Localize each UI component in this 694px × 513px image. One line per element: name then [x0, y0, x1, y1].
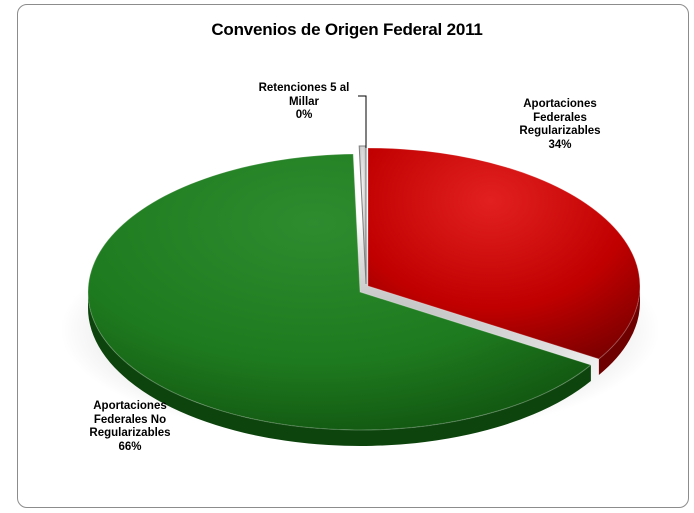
- slice-label-line: Retenciones 5 al: [258, 82, 350, 94]
- slice-label-line: Aportaciones: [523, 98, 597, 110]
- slice-label-regularizables: Aportaciones Federales Regularizables 34…: [490, 98, 630, 152]
- slice-percent: 34%: [548, 138, 572, 151]
- pie-slice-no-regularizables: [87, 153, 592, 431]
- slice-percent: 0%: [295, 109, 313, 121]
- slice-label-line: Federales: [533, 111, 587, 124]
- slice-percent: 66%: [118, 440, 142, 453]
- slice-label-retenciones: Retenciones 5 al Millar 0%: [244, 82, 364, 123]
- slice-label-line: Regularizables: [519, 125, 601, 137]
- slice-label-line: Regularizables: [89, 427, 171, 439]
- chart-title: Convenios de Origen Federal 2011: [211, 20, 483, 39]
- pie-slice-regularizables-side: [598, 286, 640, 375]
- leader-line-retenciones: [358, 95, 367, 148]
- slice-label-line: Federales No: [93, 413, 167, 426]
- pie-slice-regularizables: [367, 147, 641, 360]
- slice-label-line: Millar: [288, 95, 320, 108]
- slice-label-line: Aportaciones: [93, 400, 167, 412]
- slice-label-no-regularizables: Aportaciones Federales No Regularizables…: [60, 400, 200, 454]
